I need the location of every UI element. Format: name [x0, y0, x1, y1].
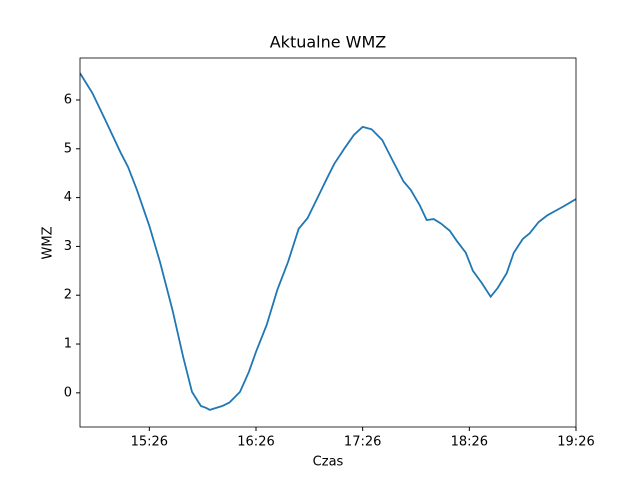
y-tick-label: 0: [64, 385, 72, 400]
y-tick-label: 5: [64, 141, 72, 156]
y-tick-label: 1: [64, 337, 72, 352]
x-tick-label: 16:26: [237, 435, 274, 450]
y-axis-label: WMZ: [41, 226, 56, 259]
y-tick-label: 4: [64, 190, 72, 205]
y-tick-label: 3: [64, 239, 72, 254]
y-tick-label: 2: [64, 288, 72, 303]
x-tick-label: 18:26: [451, 435, 488, 450]
plot-frame: [79, 57, 577, 428]
line: [80, 72, 576, 411]
x-tick-label: 15:26: [131, 435, 168, 450]
x-tick-label: 19:26: [557, 435, 594, 450]
x-axis-label: Czas: [313, 455, 344, 470]
x-tick-label: 17:26: [344, 435, 381, 450]
chart-title: Aktualne WMZ: [270, 33, 387, 52]
y-tick-label: 6: [64, 92, 72, 107]
